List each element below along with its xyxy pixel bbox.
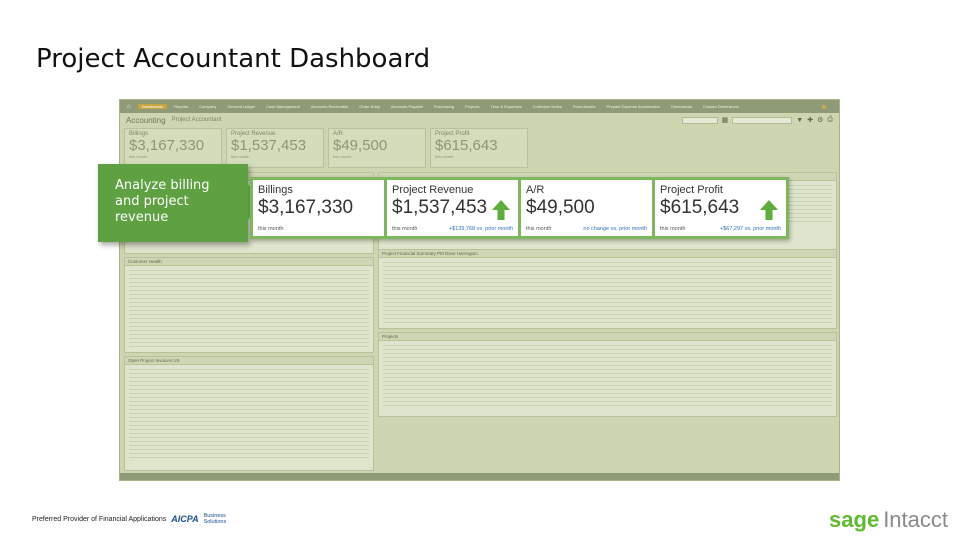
nav-item-purchasing[interactable]: Purchasing xyxy=(434,104,455,109)
aicpa-logo: AICPA xyxy=(171,514,199,524)
nav-item-projects[interactable]: Projects xyxy=(465,104,480,109)
nav-item-prepaid-expense[interactable]: Prepaid Expense Amortization xyxy=(606,104,661,109)
kpi-card-billings[interactable]: Billings $3,167,330 this month xyxy=(253,180,384,236)
table-rows xyxy=(379,341,836,409)
panel-title: Customer Health xyxy=(125,258,373,266)
role-title: Project Accountant xyxy=(171,117,222,123)
bg-tile-project-revenue: Project Revenue $1,537,453 this month xyxy=(226,128,324,168)
kpi-value: $615,643 xyxy=(660,197,740,218)
nav-item-time-expenses[interactable]: Time & Expenses xyxy=(490,104,522,109)
preferred-text: Preferred Provider of Financial Applicat… xyxy=(32,515,167,523)
top-navigation: ⌂ Dashboards Reports Company General Led… xyxy=(120,100,839,113)
filter-icon[interactable]: ▼ xyxy=(796,116,804,124)
kpi-card-ar[interactable]: A/R $49,500 this month no change vs. pri… xyxy=(521,180,652,236)
nav-item-cash-management[interactable]: Cash Management xyxy=(266,104,300,109)
aicpa-business-solutions: Business Solutions xyxy=(203,513,227,525)
kpi-change: no change vs. prior month xyxy=(583,226,647,232)
nav-item-reports[interactable]: Reports xyxy=(174,104,189,109)
kpi-label: Project Revenue xyxy=(392,184,474,196)
background-kpi-tiles: Billings $3,167,330 this month Project R… xyxy=(124,128,528,168)
kpi-card-project-profit[interactable]: Project Profit $615,643 this month +$67,… xyxy=(655,180,786,236)
header-tools: ▦ ▼ ✚ ⚙ ⎙ xyxy=(681,116,833,124)
nav-item-order-entry[interactable]: Order Entry xyxy=(359,104,380,109)
table-rows xyxy=(125,266,373,350)
bg-tile-project-profit: Project Profit $615,643 this month xyxy=(430,128,528,168)
nav-item-general-ledger[interactable]: General Ledger xyxy=(227,104,256,109)
panel-title: Projects xyxy=(379,333,836,341)
slide-title: Project Accountant Dashboard xyxy=(36,44,431,74)
home-icon[interactable]: ⌂ xyxy=(127,103,131,110)
header-bar: Accounting Project Accountant ▦ ▼ ✚ ⚙ ⎙ xyxy=(120,113,839,127)
kpi-value: $49,500 xyxy=(526,197,595,218)
calendar-icon[interactable]: ▦ xyxy=(721,117,729,124)
kpi-value: $1,537,453 xyxy=(392,197,488,218)
kpi-label: Project Profit xyxy=(660,184,723,196)
kpi-change: +$139,768 vs. prior month xyxy=(448,226,513,232)
brand-intacct: Intacct xyxy=(883,507,948,532)
app-title: Accounting xyxy=(126,115,166,125)
print-icon[interactable]: ⎙ xyxy=(827,116,833,123)
kpi-card-project-revenue[interactable]: Project Revenue $1,537,453 this month +$… xyxy=(387,180,518,236)
kpi-label: Billings xyxy=(258,184,293,196)
kpi-value: $3,167,330 xyxy=(258,197,354,218)
nav-item-dimensions[interactable]: Dimensions xyxy=(671,104,692,109)
panel-title: Open Project Invoices US xyxy=(125,357,373,365)
kpi-change: +$67,297 vs. prior month xyxy=(720,226,781,232)
star-icon[interactable]: ★ xyxy=(820,103,827,111)
nav-item-company[interactable]: Company xyxy=(199,104,217,109)
filter-select[interactable] xyxy=(732,116,793,124)
nav-item-dashboards[interactable]: Dashboards xyxy=(137,104,168,109)
panel-title: Project Financial Summary PM Dave Harrin… xyxy=(379,250,836,258)
up-arrow-icon xyxy=(492,200,510,220)
brand-sage: sage xyxy=(829,507,880,532)
nav-item-fixed-assets[interactable]: Fixed Assets xyxy=(572,104,596,109)
dashboard-screenshot: ⌂ Dashboards Reports Company General Led… xyxy=(119,99,840,481)
nav-item-custom-dimensions[interactable]: Custom Dimensions xyxy=(702,104,739,109)
table-rows xyxy=(125,365,373,461)
nav-item-collection-notes[interactable]: Collection Notes xyxy=(532,104,562,109)
kpi-period: this month xyxy=(526,226,552,232)
table-rows xyxy=(379,258,836,326)
date-input[interactable] xyxy=(681,116,718,124)
panel-open-invoices: Open Project Invoices US xyxy=(124,356,374,471)
panel-financial-summary: Project Financial Summary PM Dave Harrin… xyxy=(378,249,837,329)
settings-icon[interactable]: ⚙ xyxy=(817,117,824,124)
nav-item-accounts-payable[interactable]: Accounts Payable xyxy=(390,104,423,109)
kpi-label: A/R xyxy=(526,184,545,196)
kpi-period: this month xyxy=(258,226,284,232)
footer-bar xyxy=(120,473,839,480)
nav-item-accounts-receivable[interactable]: Accounts Receivable xyxy=(310,104,349,109)
up-arrow-icon xyxy=(760,200,778,220)
preferred-provider: Preferred Provider of Financial Applicat… xyxy=(32,513,226,525)
add-icon[interactable]: ✚ xyxy=(807,117,814,124)
panel-customer-health: Customer Health xyxy=(124,257,374,353)
bg-tile-billings: Billings $3,167,330 this month xyxy=(124,128,222,168)
sage-intacct-logo: sage Intacct xyxy=(829,507,948,533)
callout-box: Analyze billing and project revenue xyxy=(98,164,262,242)
panel-projects: Projects xyxy=(378,332,837,417)
callout-text: Analyze billing and project revenue xyxy=(115,178,210,225)
kpi-period: this month xyxy=(392,226,418,232)
kpi-zoom-strip: Billings $3,167,330 this month Project R… xyxy=(250,177,789,239)
kpi-period: this month xyxy=(660,226,686,232)
bg-tile-ar: A/R $49,500 this month xyxy=(328,128,426,168)
